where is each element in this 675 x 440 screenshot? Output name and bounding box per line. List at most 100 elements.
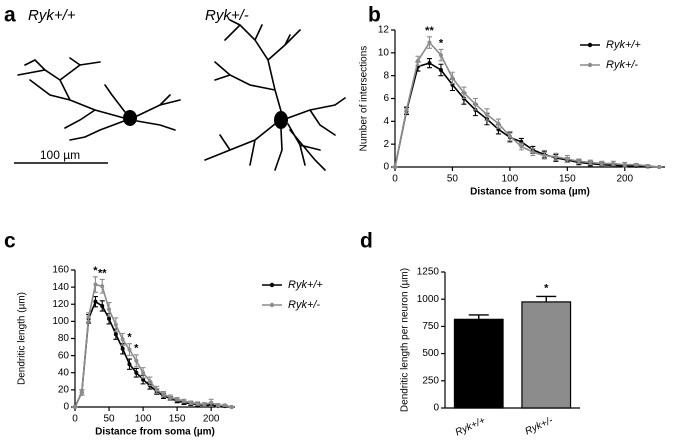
significance-label: ** xyxy=(98,267,107,279)
x-tick-label: 50 xyxy=(447,174,459,185)
data-point xyxy=(438,67,443,72)
data-point xyxy=(565,157,570,162)
x-tick-label: 200 xyxy=(616,174,633,185)
data-point xyxy=(622,162,627,167)
data-point xyxy=(215,403,220,408)
data-point xyxy=(141,370,146,375)
data-point xyxy=(113,322,118,327)
neuron-drawing xyxy=(17,19,346,171)
y-tick-label: 1000 xyxy=(417,294,440,305)
x-tick-label: 0 xyxy=(72,414,78,425)
y-tick-label: 250 xyxy=(422,375,439,386)
data-point xyxy=(427,61,432,66)
legend-label: Ryk+/+ xyxy=(288,279,323,291)
y-tick-label: 2 xyxy=(383,139,389,150)
data-point xyxy=(100,303,105,308)
bar xyxy=(453,318,504,409)
data-point xyxy=(154,387,159,392)
y-tick-label: 40 xyxy=(58,367,70,378)
x-tick-label: 150 xyxy=(169,414,186,425)
genotype-label: Ryk+/+ xyxy=(28,7,76,24)
x-tick-label: 0 xyxy=(392,174,398,185)
data-point xyxy=(141,377,146,382)
data-point xyxy=(611,161,616,166)
data-point xyxy=(100,284,105,289)
data-point xyxy=(86,315,91,320)
data-point xyxy=(393,165,397,169)
error-bar xyxy=(536,295,557,302)
data-point xyxy=(438,53,443,58)
bar xyxy=(521,301,572,409)
data-point xyxy=(645,163,650,168)
data-point xyxy=(507,134,512,139)
y-tick-label: 0 xyxy=(63,402,69,413)
data-point xyxy=(120,346,125,351)
y-tick-label: 12 xyxy=(378,25,390,36)
x-axis-title: Distance from soma (µm) xyxy=(95,427,215,438)
series-line xyxy=(394,62,660,168)
data-point xyxy=(93,299,98,304)
significance-label: * xyxy=(439,37,444,49)
data-point xyxy=(404,107,409,112)
x-axis-title: Distance from soma (µm) xyxy=(470,187,590,198)
data-point xyxy=(519,144,524,149)
data-point xyxy=(542,153,547,158)
y-tick-label: 120 xyxy=(52,299,69,310)
y-axis-title: Dendritic length (µm) xyxy=(17,292,28,385)
legend-label: Ryk+/+ xyxy=(606,39,641,51)
data-point xyxy=(229,405,234,409)
data-point xyxy=(634,162,639,167)
data-point xyxy=(113,332,118,337)
significance-label: * xyxy=(93,265,98,277)
legend-marker xyxy=(269,302,275,308)
y-tick-label: 6 xyxy=(383,93,389,104)
panel-label: c xyxy=(4,230,16,253)
data-point xyxy=(450,75,455,80)
data-point xyxy=(202,402,207,407)
x-tick-label: 50 xyxy=(103,414,115,425)
data-point xyxy=(93,282,98,287)
y-tick-label: 0 xyxy=(433,403,439,414)
x-tick-label: 150 xyxy=(559,174,576,185)
y-axis-title: Number of intersections xyxy=(359,46,370,152)
data-point xyxy=(147,379,152,384)
y-tick-label: 10 xyxy=(378,47,390,58)
data-point xyxy=(107,307,112,312)
y-tick-label: 160 xyxy=(52,265,69,276)
data-point xyxy=(553,154,558,159)
x-tick-label: 100 xyxy=(502,174,519,185)
data-point xyxy=(168,395,173,400)
y-tick-label: 60 xyxy=(58,350,70,361)
data-point xyxy=(473,102,478,107)
x-tick-label: Ryk+/- xyxy=(524,415,556,438)
data-point xyxy=(222,403,227,408)
y-tick-label: 20 xyxy=(58,385,70,396)
legend-label: Ryk+/- xyxy=(606,59,638,71)
legend-marker xyxy=(587,62,593,68)
data-point xyxy=(134,370,139,375)
y-tick-label: 100 xyxy=(52,316,69,327)
y-tick-label: 140 xyxy=(52,282,69,293)
y-tick-label: 4 xyxy=(383,116,389,127)
data-point xyxy=(484,112,489,117)
data-point xyxy=(107,316,112,321)
legend-label: Ryk+/- xyxy=(288,299,320,311)
data-point xyxy=(73,405,77,409)
data-point xyxy=(79,390,84,395)
y-tick-label: 8 xyxy=(383,70,389,81)
significance-label: * xyxy=(134,343,139,355)
data-point xyxy=(175,397,180,402)
data-point xyxy=(530,150,535,155)
data-point xyxy=(181,399,186,404)
genotype-label: Ryk+/- xyxy=(205,7,249,24)
data-point xyxy=(134,358,139,363)
panel-label: d xyxy=(360,230,373,253)
data-point xyxy=(657,165,662,169)
series-line xyxy=(74,300,232,408)
error-bar xyxy=(468,314,489,320)
data-point xyxy=(127,347,132,352)
x-tick-label: Ryk+/+ xyxy=(454,415,488,438)
y-axis-title: Dendritic length per neuron (µm) xyxy=(400,268,411,412)
data-point xyxy=(209,400,214,405)
